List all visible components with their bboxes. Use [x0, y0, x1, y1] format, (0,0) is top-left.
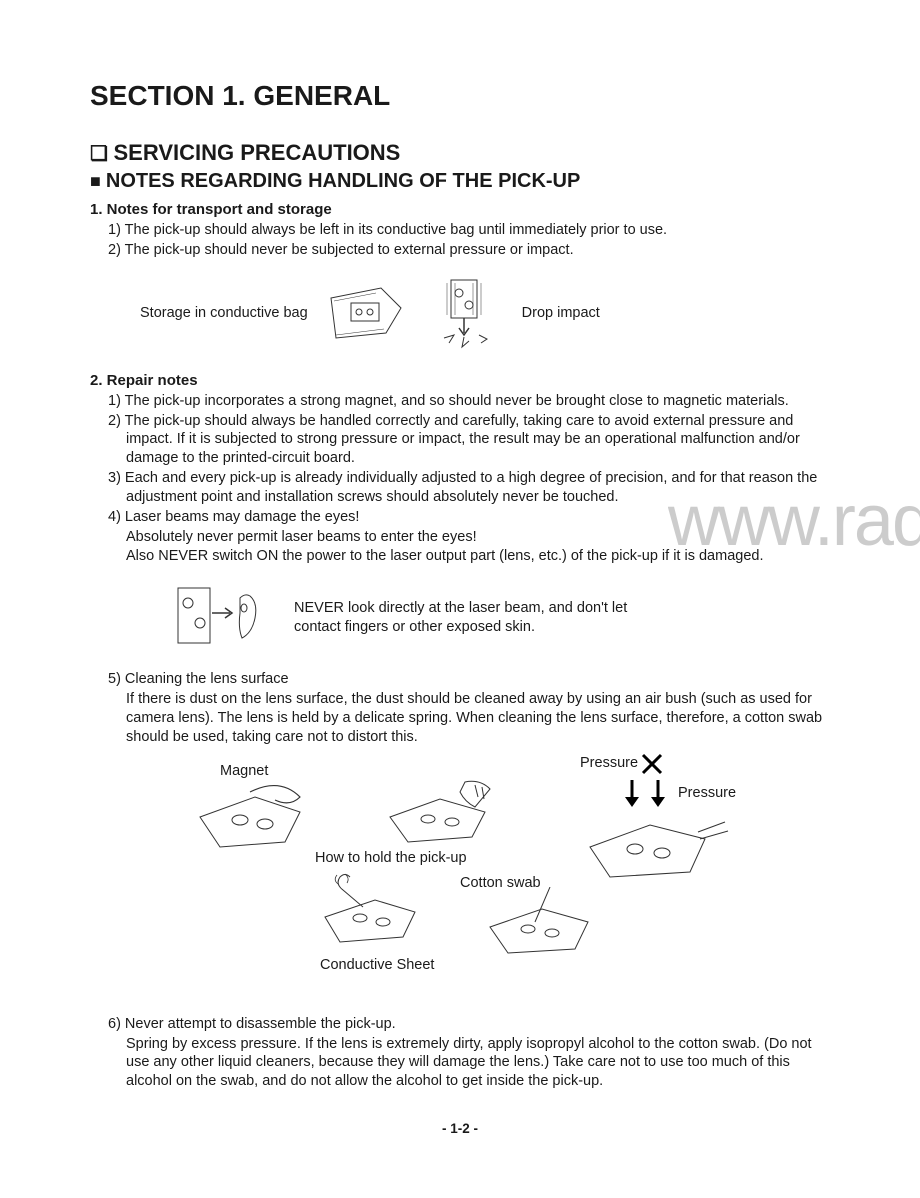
part1-item2: 2) The pick-up should never be subjected…: [108, 241, 830, 260]
cross-icon: [640, 752, 664, 776]
figure-cotton-swab2: [480, 887, 610, 962]
part2-item2: 2) The pick-up should always be handled …: [108, 412, 830, 469]
part2-heading: 2. Repair notes: [90, 372, 830, 389]
figure-row-storage: Storage in conductive bag: [140, 278, 830, 348]
figure-pickup-magnet: [190, 782, 320, 857]
part2-item3: 3) Each and every pick-up is already ind…: [108, 469, 830, 507]
part2-item4b: Absolutely never permit laser beams to e…: [126, 528, 830, 547]
figure-drop-impact: [424, 278, 504, 348]
section-title: SECTION 1. GENERAL: [90, 80, 830, 112]
page-number: - 1-2 -: [90, 1121, 830, 1136]
figure-pickup-pressure: [580, 807, 730, 887]
part2-item5-head: 5) Cleaning the lens surface: [108, 670, 830, 689]
label-storage-bag: Storage in conductive bag: [140, 305, 308, 321]
figure-hand-hold: [380, 777, 510, 852]
notes-heading: NOTES REGARDING HANDLING OF THE PICK-UP: [90, 170, 830, 193]
servicing-heading: SERVICING PRECAUTIONS: [90, 140, 830, 166]
laser-warning-text: NEVER look directly at the laser beam, a…: [294, 599, 674, 638]
part1-item1: 1) The pick-up should always be left in …: [108, 221, 830, 240]
part2-item4c: Also NEVER switch ON the power to the la…: [126, 547, 830, 566]
label-conductive-sheet: Conductive Sheet: [320, 957, 434, 973]
part2-item6-body: Spring by excess pressure. If the lens i…: [126, 1035, 830, 1092]
label-how-hold: How to hold the pick-up: [315, 850, 467, 866]
label-drop-impact: Drop impact: [522, 305, 600, 321]
label-magnet: Magnet: [220, 763, 268, 779]
figure-conductive-bag: [326, 278, 406, 348]
diagram-cleaning: Magnet How to hold the pick-up Pre: [160, 757, 830, 987]
part2-item4a: 4) Laser beams may damage the eyes!: [108, 508, 830, 527]
part1-heading: 1. Notes for transport and storage: [90, 201, 830, 218]
figure-cotton-swab-clean: [315, 872, 435, 952]
label-pressure1: Pressure: [580, 755, 638, 771]
part2-item5-body: If there is dust on the lens surface, th…: [126, 690, 830, 747]
label-pressure2: Pressure: [678, 785, 736, 801]
part2-item6-head: 6) Never attempt to disassemble the pick…: [108, 1015, 830, 1034]
part2-item1: 1) The pick-up incorporates a strong mag…: [108, 392, 830, 411]
figure-laser-eye: [170, 578, 270, 658]
figure-row-laser: NEVER look directly at the laser beam, a…: [170, 578, 830, 658]
